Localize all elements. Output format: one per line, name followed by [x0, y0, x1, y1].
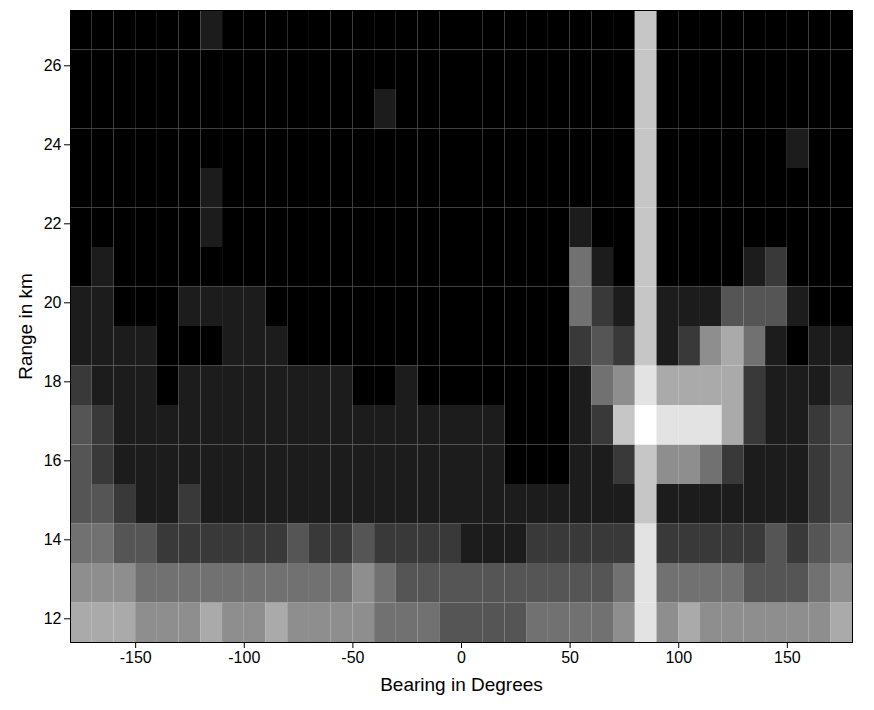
svg-text:Bearing in Degrees: Bearing in Degrees — [380, 674, 543, 695]
svg-text:100: 100 — [665, 649, 692, 666]
svg-text:50: 50 — [561, 649, 579, 666]
svg-text:Range in km: Range in km — [15, 273, 36, 380]
svg-text:22: 22 — [44, 215, 62, 232]
svg-text:0: 0 — [457, 649, 466, 666]
svg-text:-150: -150 — [120, 649, 152, 666]
svg-text:-100: -100 — [228, 649, 260, 666]
svg-text:14: 14 — [44, 531, 62, 548]
svg-text:-50: -50 — [341, 649, 364, 666]
svg-text:12: 12 — [44, 610, 62, 627]
svg-text:18: 18 — [44, 373, 62, 390]
svg-text:20: 20 — [44, 294, 62, 311]
svg-text:16: 16 — [44, 452, 62, 469]
svg-text:26: 26 — [44, 57, 62, 74]
svg-text:150: 150 — [774, 649, 801, 666]
svg-text:24: 24 — [44, 136, 62, 153]
